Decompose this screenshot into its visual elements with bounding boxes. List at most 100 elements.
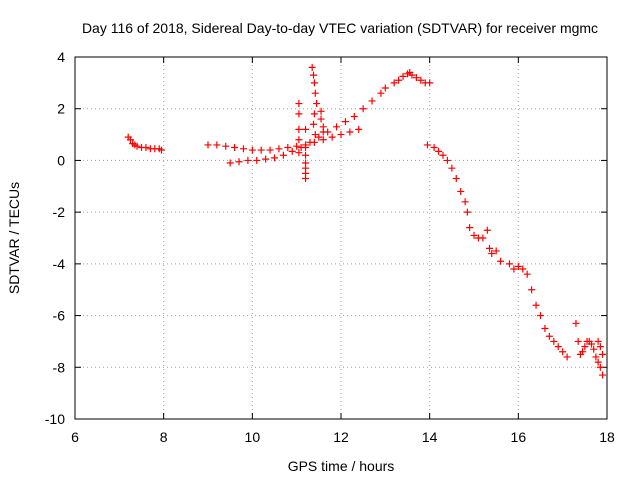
data-point	[541, 325, 549, 332]
data-point	[479, 234, 487, 242]
data-point	[302, 175, 310, 183]
data-point	[317, 115, 325, 123]
y-tick-label: 0	[57, 152, 65, 168]
data-point	[284, 144, 292, 151]
data-point	[288, 147, 296, 155]
grid	[75, 57, 607, 419]
data-point	[222, 142, 230, 150]
data-point	[581, 343, 589, 351]
data-point	[488, 250, 496, 258]
data-point	[337, 131, 345, 139]
y-tick-label: -10	[45, 411, 65, 427]
data-point	[295, 110, 303, 118]
data-point	[559, 348, 567, 356]
chart-title: Day 116 of 2018, Sidereal Day-to-day VTE…	[82, 20, 598, 36]
data-point	[590, 345, 598, 353]
data-point	[596, 343, 604, 351]
data-point	[395, 76, 403, 84]
data-point	[466, 224, 474, 232]
data-point	[574, 337, 582, 345]
data-point	[328, 133, 336, 141]
y-tick-label: -2	[53, 204, 66, 220]
data-point	[311, 89, 319, 97]
data-point	[399, 72, 407, 80]
data-point	[231, 144, 239, 151]
y-tick-label: -6	[53, 308, 66, 324]
data-point	[346, 128, 354, 136]
data-point	[423, 141, 431, 149]
data-point	[599, 350, 607, 358]
data-point	[368, 97, 376, 105]
data-point	[313, 100, 321, 108]
data-point	[271, 154, 278, 162]
data-point	[311, 131, 319, 139]
data-point	[293, 142, 301, 150]
data-point	[377, 89, 385, 97]
y-tick-label: 4	[57, 49, 65, 65]
data-point	[253, 156, 261, 164]
data-point	[599, 371, 607, 379]
data-point	[295, 125, 303, 133]
data-point	[275, 145, 283, 153]
data-point	[317, 107, 325, 115]
data-point	[430, 144, 438, 151]
data-point	[319, 128, 327, 136]
data-point	[248, 146, 256, 154]
data-point	[359, 105, 367, 113]
data-points	[124, 63, 607, 379]
x-tick-label: 10	[245, 429, 261, 445]
data-point	[587, 340, 595, 348]
x-tick-label: 6	[71, 429, 79, 445]
data-point	[308, 63, 316, 71]
data-point	[142, 144, 150, 151]
data-point	[381, 84, 389, 92]
data-point	[310, 71, 318, 79]
data-point	[563, 353, 571, 361]
data-point	[355, 125, 363, 133]
data-point	[302, 125, 310, 133]
data-point	[537, 312, 544, 320]
data-point	[315, 133, 323, 141]
data-point	[226, 159, 234, 167]
x-tick-label: 12	[333, 429, 349, 445]
x-tick-labels: 6 8 10 12 14 16 18	[71, 429, 615, 445]
data-point	[463, 208, 471, 216]
data-point	[523, 270, 531, 278]
x-tick-label: 18	[599, 429, 615, 445]
x-tick-label: 8	[160, 429, 168, 445]
data-point	[417, 76, 425, 84]
data-point	[262, 155, 270, 163]
data-point	[295, 100, 303, 108]
data-point	[594, 358, 602, 366]
data-point	[519, 265, 527, 273]
y-tick-label: 2	[57, 101, 65, 117]
data-point	[572, 319, 580, 327]
data-point	[579, 348, 587, 356]
data-point	[461, 198, 469, 206]
data-point	[492, 247, 500, 255]
data-point	[295, 149, 303, 157]
data-point	[341, 118, 349, 126]
data-point	[514, 262, 522, 270]
x-axis-label: GPS time / hours	[288, 458, 395, 474]
data-point	[497, 257, 505, 265]
data-point	[302, 144, 310, 151]
data-point	[310, 120, 318, 128]
data-point	[528, 286, 536, 294]
data-point	[257, 146, 265, 154]
data-point	[554, 343, 562, 351]
data-point	[545, 332, 553, 340]
data-point	[244, 156, 252, 164]
data-point	[213, 141, 221, 149]
data-point	[412, 74, 420, 82]
data-point	[157, 146, 165, 154]
data-point	[510, 265, 518, 273]
y-axis-label: SDTVAR / TECUs	[6, 182, 22, 294]
data-point	[295, 136, 303, 144]
data-point	[457, 187, 465, 195]
data-point	[483, 226, 491, 234]
data-point	[592, 353, 600, 361]
data-point	[350, 112, 358, 120]
data-point	[310, 79, 318, 87]
data-point	[426, 79, 434, 87]
